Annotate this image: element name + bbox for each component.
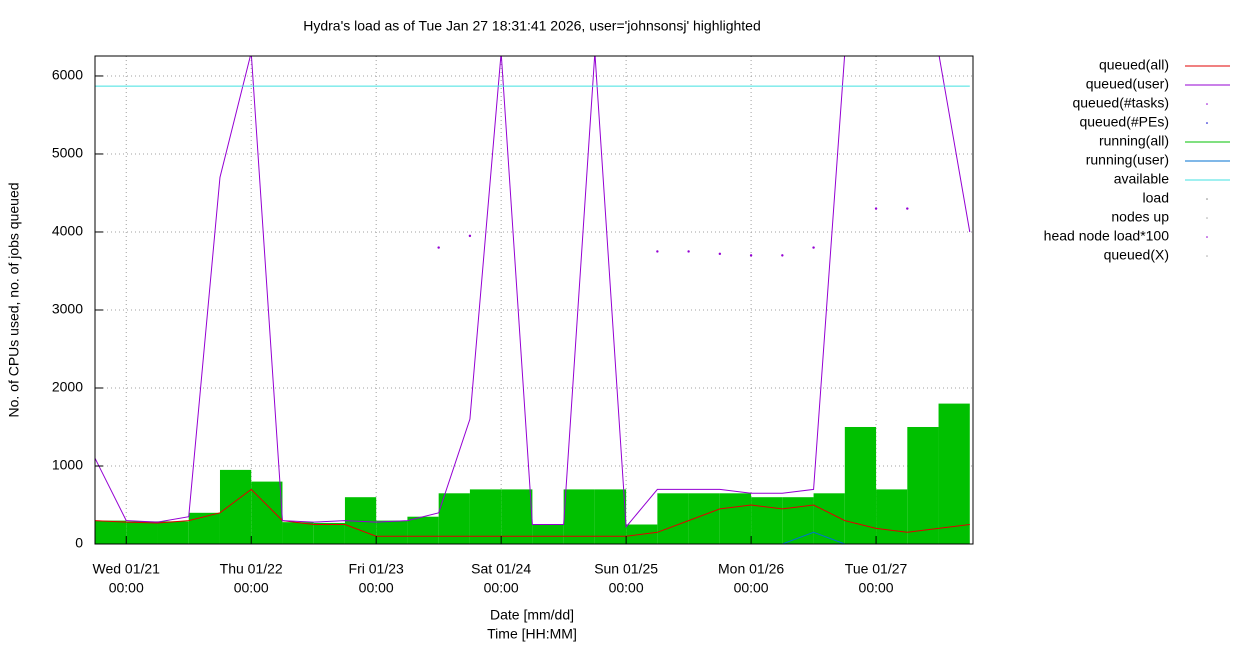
legend-label: running(all) bbox=[1099, 133, 1169, 149]
legend-swatch bbox=[1206, 236, 1208, 238]
series-line bbox=[95, 56, 971, 529]
x-tick-label: 00:00 bbox=[734, 580, 769, 596]
legend-label: queued(X) bbox=[1104, 247, 1169, 263]
legend-label: queued(#PEs) bbox=[1079, 114, 1169, 130]
x-tick-label: Sat 01/24 bbox=[471, 561, 531, 577]
area-bar bbox=[188, 512, 220, 544]
x-axis-label: Date [mm/dd] bbox=[490, 607, 574, 623]
legend-swatch bbox=[1206, 103, 1208, 105]
area-bar bbox=[876, 489, 908, 544]
legend-label: queued(all) bbox=[1099, 57, 1169, 73]
area-bar bbox=[657, 493, 689, 544]
area-bar bbox=[219, 469, 252, 544]
point bbox=[749, 254, 753, 257]
x-tick-label: Tue 01/27 bbox=[845, 561, 908, 577]
legend-swatch bbox=[1206, 122, 1208, 124]
legend: queued(all) queued(user) queued(#tasks) que… bbox=[1044, 57, 1230, 263]
x-tick-label: 00:00 bbox=[609, 580, 644, 596]
x-axis-label: Time [HH:MM] bbox=[487, 626, 577, 642]
legend-label: available bbox=[1114, 171, 1169, 187]
area-bar bbox=[95, 520, 127, 544]
area-bar bbox=[907, 426, 939, 544]
area-bar bbox=[594, 489, 627, 544]
legend-label: nodes up bbox=[1111, 209, 1169, 225]
area-bar bbox=[469, 489, 502, 544]
area-bar bbox=[407, 516, 439, 544]
area-bar bbox=[813, 493, 845, 544]
grid bbox=[95, 56, 973, 545]
area-bar bbox=[782, 497, 814, 544]
x-tick-label: Wed 01/21 bbox=[93, 561, 161, 577]
point bbox=[468, 234, 472, 238]
area-bar bbox=[501, 489, 533, 544]
legend-label: queued(user) bbox=[1086, 76, 1169, 92]
x-tick-label: 00:00 bbox=[484, 580, 519, 596]
area-bar bbox=[313, 522, 345, 544]
plot-area bbox=[95, 56, 971, 544]
area-bar bbox=[751, 497, 783, 544]
x-tick-label: Fri 01/23 bbox=[349, 561, 404, 577]
y-tick-label: 0 bbox=[75, 535, 83, 551]
legend-swatch bbox=[1206, 255, 1208, 257]
point bbox=[874, 207, 878, 210]
x-tick-label: 00:00 bbox=[109, 580, 144, 596]
y-tick-label: 6000 bbox=[52, 67, 83, 83]
y-tick-label: 1000 bbox=[52, 457, 83, 473]
chart-title: Hydra's load as of Tue Jan 27 18:31:41 2… bbox=[303, 18, 761, 34]
y-tick-label: 5000 bbox=[52, 145, 83, 161]
plot-frame bbox=[94, 55, 974, 545]
point bbox=[781, 254, 784, 257]
series-line bbox=[95, 488, 970, 537]
legend-label: load bbox=[1143, 190, 1169, 206]
y-axis-label: No. of CPUs used, no. of jobs queued bbox=[6, 182, 22, 417]
x-tick-label: 00:00 bbox=[359, 580, 394, 596]
y-tick-label: 4000 bbox=[52, 223, 83, 239]
area-bar bbox=[563, 489, 595, 544]
area-bar bbox=[719, 493, 752, 544]
legend-label: running(user) bbox=[1086, 152, 1169, 168]
x-tick-label: 00:00 bbox=[859, 580, 894, 596]
axes: 0 1000 2000 3000 4000 5000 6000 Wed 01/21 00:00 T… bbox=[52, 67, 908, 596]
y-tick-label: 3000 bbox=[52, 301, 83, 317]
point bbox=[687, 250, 690, 253]
area-bar bbox=[157, 521, 189, 544]
point bbox=[437, 246, 440, 249]
area-bar bbox=[438, 493, 470, 544]
area-bar bbox=[282, 522, 314, 544]
area-bar bbox=[938, 403, 970, 544]
point bbox=[656, 250, 659, 253]
area-bar bbox=[251, 481, 283, 544]
y-tick-label: 2000 bbox=[52, 379, 83, 395]
point bbox=[718, 252, 722, 256]
area-bar bbox=[844, 426, 877, 544]
x-tick-label: Sun 01/25 bbox=[594, 561, 658, 577]
x-tick-label: 00:00 bbox=[234, 580, 269, 596]
legend-label: queued(#tasks) bbox=[1072, 95, 1169, 111]
x-tick-label: Mon 01/26 bbox=[718, 561, 784, 577]
area-bar bbox=[126, 521, 158, 544]
legend-swatch bbox=[1206, 217, 1208, 219]
series-line bbox=[95, 531, 970, 544]
legend-label: head node load*100 bbox=[1044, 228, 1170, 244]
point bbox=[906, 207, 909, 210]
legend-swatch bbox=[1206, 198, 1208, 200]
point bbox=[812, 246, 815, 249]
area-bar bbox=[532, 524, 564, 544]
area-bar bbox=[376, 520, 408, 544]
x-tick-label: Thu 01/22 bbox=[220, 561, 283, 577]
